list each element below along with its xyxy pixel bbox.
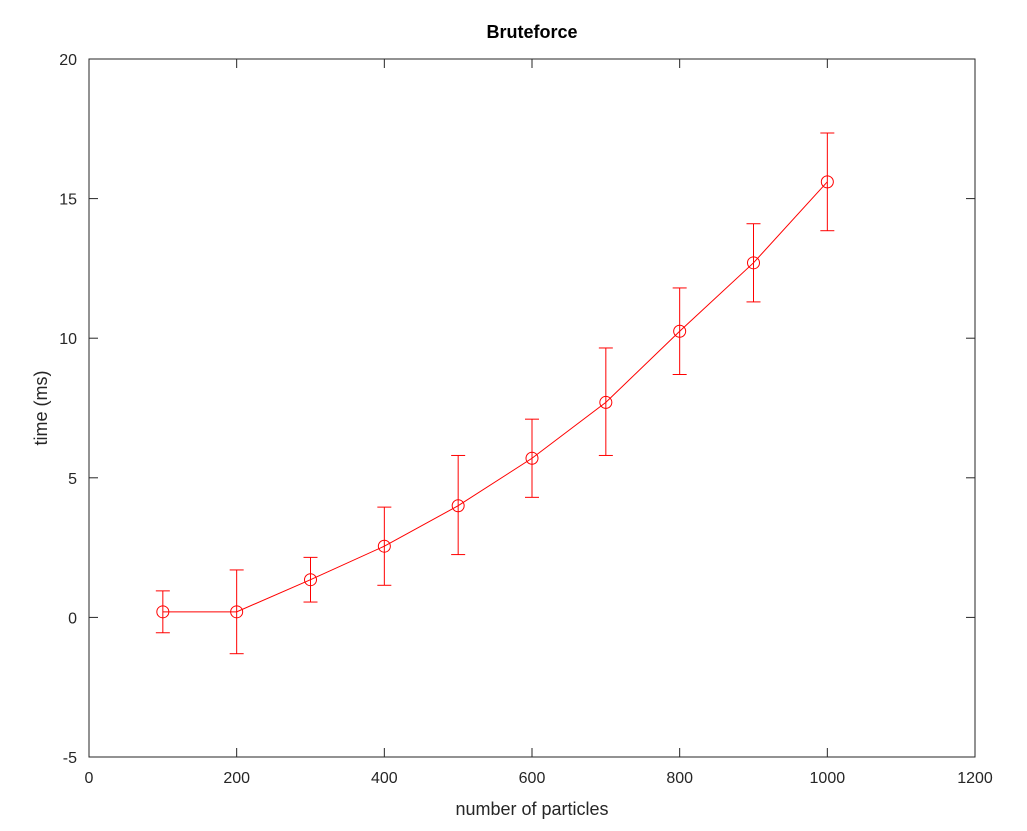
y-tick-label: 0 [68, 610, 77, 627]
x-axis-ticks: 0 200 400 600 800 1000 1200 [85, 59, 993, 787]
data-point [377, 539, 391, 553]
data-point [304, 573, 317, 587]
data-point [599, 395, 613, 409]
chart-title: Bruteforce [486, 22, 577, 42]
data-point [156, 605, 170, 619]
y-tick-label: 20 [59, 52, 77, 69]
data-point [747, 256, 760, 270]
y-tick-label: -5 [63, 750, 77, 767]
data-point [451, 499, 465, 513]
y-axis-label: time (ms) [31, 371, 51, 446]
x-tick-label: 1200 [957, 770, 993, 787]
data-point [820, 175, 834, 189]
x-tick-label: 1000 [810, 770, 846, 787]
y-tick-label: 10 [59, 331, 77, 348]
x-axis-label: number of particles [455, 799, 608, 819]
x-tick-label: 0 [85, 770, 94, 787]
series-line [162, 181, 828, 613]
x-tick-label: 400 [371, 770, 398, 787]
y-tick-label: 15 [59, 192, 77, 209]
data-point [673, 324, 687, 338]
x-tick-label: 200 [223, 770, 250, 787]
series-layer [155, 132, 835, 655]
y-tick-label: 5 [68, 471, 77, 488]
data-point [230, 605, 244, 619]
plot-area [88, 58, 976, 758]
x-tick-label: 600 [519, 770, 546, 787]
data-point [525, 451, 539, 465]
y-axis-ticks: -5 0 5 10 15 20 [59, 52, 975, 767]
x-tick-label: 800 [666, 770, 693, 787]
